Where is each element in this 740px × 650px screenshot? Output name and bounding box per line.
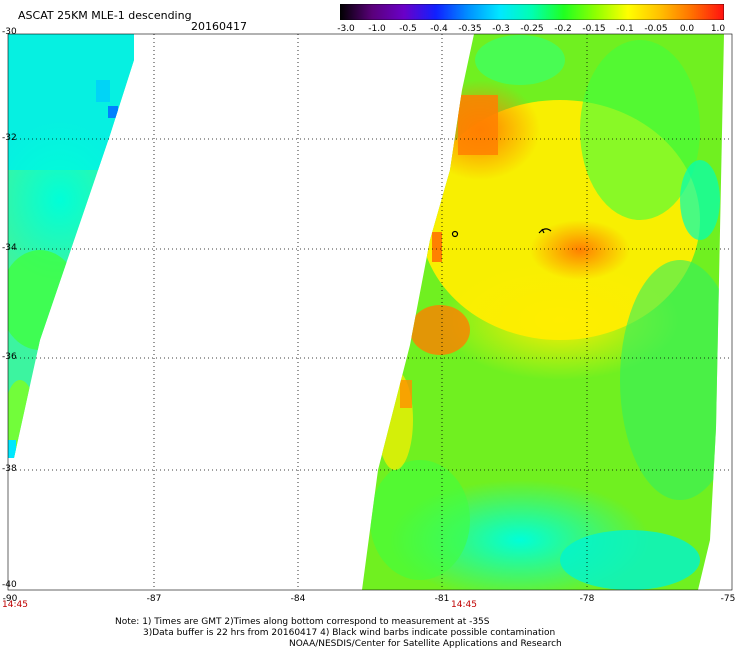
- right-swath-time: 14:45: [451, 600, 477, 610]
- colorbar-tick-label: -3.0: [337, 24, 355, 34]
- lat-label: -38: [2, 464, 17, 474]
- colorbar-tick-label: -0.15: [582, 24, 606, 34]
- colorbar-tick-label: -0.4: [430, 24, 448, 34]
- colorbar-tick-label: 0.0: [679, 24, 695, 34]
- note-line-2: 3)Data buffer is 22 hrs from 20160417 4)…: [143, 628, 556, 638]
- colorbar-tick-label: 1.0: [710, 24, 726, 34]
- map-frame: [7, 33, 733, 591]
- note-line-1: Note: 1) Times are GMT 2)Times along bot…: [115, 617, 490, 627]
- lat-label: -32: [2, 133, 17, 143]
- wind-barbs: [451, 228, 552, 238]
- colorbar: [340, 4, 724, 20]
- map-date: 20160417: [191, 20, 247, 33]
- lon-label: -75: [720, 594, 736, 604]
- lat-label: -34: [2, 243, 17, 253]
- lon-label: -78: [579, 594, 595, 604]
- note-line-3: NOAA/NESDIS/Center for Satellite Applica…: [289, 639, 562, 649]
- lon-label: -90: [2, 594, 18, 604]
- lat-label: -36: [2, 352, 17, 362]
- colorbar-tick-label: -0.1: [616, 24, 634, 34]
- lon-label: -84: [290, 594, 306, 604]
- colorbar-tick-label: -0.05: [644, 24, 668, 34]
- grid-lines: [8, 34, 732, 590]
- colorbar-tick-label: -0.25: [520, 24, 544, 34]
- lon-label: -81: [434, 594, 450, 604]
- colorbar-tick-label: -0.3: [492, 24, 510, 34]
- colorbar-tick-label: -0.2: [554, 24, 572, 34]
- lon-label: -87: [146, 594, 162, 604]
- colorbar-tick-label: -0.5: [399, 24, 417, 34]
- colorbar-tick-label: -0.35: [458, 24, 482, 34]
- right-swath: [362, 34, 724, 590]
- lat-label: -30: [2, 27, 17, 37]
- colorbar-gradient: [340, 4, 724, 20]
- map-title: ASCAT 25KM MLE-1 descending: [18, 9, 192, 22]
- colorbar-tick-label: -1.0: [368, 24, 386, 34]
- left-swath: [8, 34, 134, 458]
- left-swath-time: 14:45: [2, 600, 28, 610]
- lat-label: -40: [2, 580, 17, 590]
